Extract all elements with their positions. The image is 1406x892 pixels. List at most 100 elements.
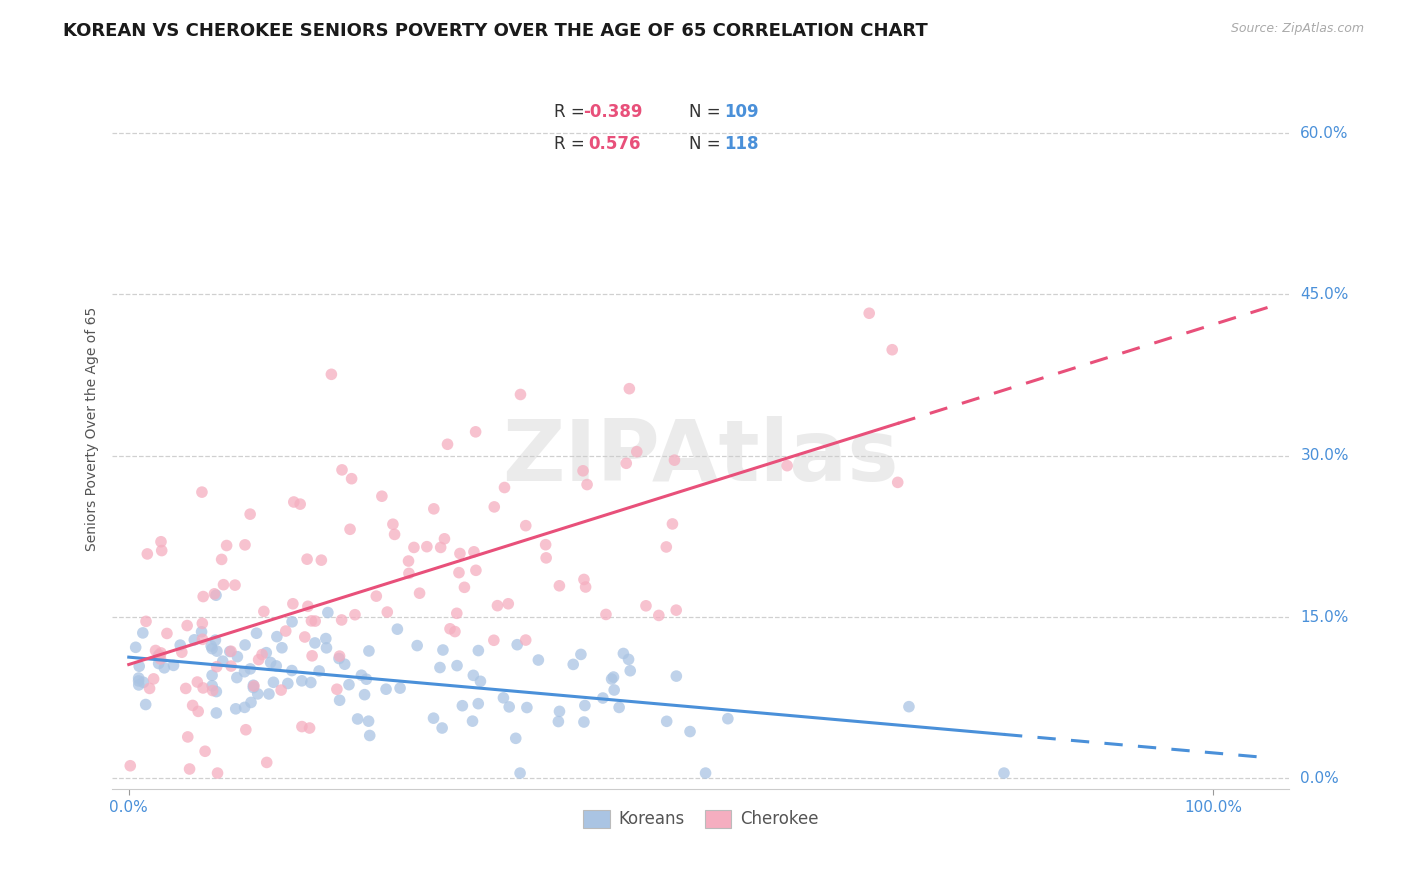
Point (461, 714, 484, 728)
Point (389, 681, 412, 695)
Point (142, 672, 165, 686)
Text: N =: N = (689, 103, 725, 120)
Point (655, 540, 678, 554)
Point (575, 580, 598, 594)
Point (416, 540, 439, 554)
Point (181, 698, 204, 713)
Point (446, 658, 468, 673)
Point (191, 632, 214, 647)
Point (132, 626, 155, 640)
Point (219, 659, 242, 673)
Point (464, 563, 486, 577)
Point (498, 699, 520, 714)
Text: N =: N = (689, 136, 725, 153)
Point (679, 724, 702, 739)
Point (240, 695, 263, 709)
Point (595, 607, 617, 622)
Point (375, 605, 398, 619)
Point (494, 481, 516, 495)
Point (205, 588, 228, 602)
Point (125, 640, 148, 655)
Point (436, 437, 458, 451)
Point (603, 683, 626, 698)
Point (145, 643, 167, 657)
Text: 15.0%: 15.0% (1301, 609, 1348, 624)
Point (136, 547, 159, 561)
Point (205, 659, 228, 673)
Point (572, 464, 595, 478)
Point (406, 639, 429, 653)
Point (897, 699, 920, 714)
Point (298, 721, 321, 735)
Point (169, 638, 191, 652)
Point (321, 368, 343, 382)
Text: 45.0%: 45.0% (1301, 287, 1348, 301)
Point (695, 766, 717, 780)
Text: Source: ZipAtlas.com: Source: ZipAtlas.com (1230, 22, 1364, 36)
Point (498, 597, 520, 611)
Point (572, 573, 595, 587)
Point (242, 681, 264, 695)
Point (233, 638, 256, 652)
Point (408, 586, 430, 600)
Point (359, 729, 381, 743)
Point (301, 614, 323, 628)
Point (211, 552, 233, 566)
Point (356, 672, 378, 686)
Point (297, 599, 319, 614)
Point (422, 711, 444, 725)
Point (333, 657, 356, 672)
Point (337, 678, 360, 692)
Text: 60.0%: 60.0% (1301, 126, 1348, 141)
Point (467, 643, 489, 657)
Point (357, 714, 380, 728)
Point (655, 714, 678, 729)
Point (384, 527, 406, 541)
Point (270, 683, 292, 698)
Point (193, 590, 215, 604)
Point (308, 664, 330, 678)
Point (343, 607, 366, 622)
Point (315, 632, 337, 646)
Text: 0.0%: 0.0% (1301, 771, 1339, 786)
Point (449, 547, 471, 561)
Point (128, 671, 150, 685)
Point (430, 721, 453, 735)
Point (225, 671, 247, 685)
Point (569, 648, 592, 662)
Point (162, 658, 184, 673)
Point (179, 762, 201, 776)
Text: R =: R = (554, 103, 589, 120)
Point (174, 681, 197, 696)
Point (315, 640, 337, 655)
Point (464, 425, 486, 439)
Point (340, 472, 363, 486)
Point (245, 626, 267, 640)
Legend: Koreans, Cherokee: Koreans, Cherokee (576, 803, 825, 835)
Point (619, 382, 641, 396)
Point (357, 644, 380, 658)
Point (429, 660, 451, 674)
Point (330, 613, 353, 627)
Point (602, 670, 624, 684)
Point (614, 456, 637, 470)
Text: ZIPAtlas: ZIPAtlas (502, 417, 900, 500)
Point (612, 647, 634, 661)
Point (665, 603, 688, 617)
Point (277, 676, 299, 690)
Point (484, 500, 506, 514)
Point (433, 532, 456, 546)
Point (366, 589, 388, 603)
Point (204, 587, 226, 601)
Point (527, 653, 550, 667)
Point (661, 516, 683, 531)
Point (467, 697, 489, 711)
Point (257, 687, 280, 701)
Point (200, 639, 222, 653)
Point (346, 712, 368, 726)
Point (506, 638, 529, 652)
Point (304, 614, 326, 628)
Point (547, 714, 569, 729)
Point (463, 668, 485, 682)
Point (264, 659, 287, 673)
